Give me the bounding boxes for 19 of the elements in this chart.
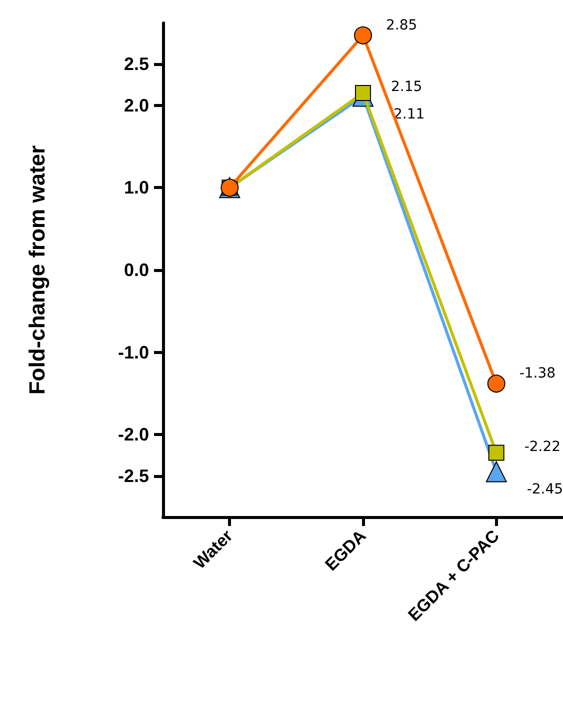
y-tick-label: -2.0 — [118, 424, 149, 445]
data-label: 2.15 — [391, 78, 422, 95]
data-label: -2.22 — [524, 438, 561, 455]
y-axis-title: Fold-change from water — [24, 144, 50, 395]
point — [486, 461, 507, 482]
y-tick-label: 2.5 — [124, 54, 149, 74]
data-label: -2.45 — [526, 482, 563, 498]
y-tick-label: -2.5 — [118, 466, 149, 486]
data-label: 2.85 — [386, 17, 418, 34]
y-tick-label: 0.0 — [124, 260, 149, 280]
point — [354, 26, 372, 44]
point — [355, 84, 371, 101]
point — [488, 444, 504, 461]
data-label: 2.11 — [394, 106, 425, 122]
y-tick-label: 1.0 — [124, 178, 149, 198]
y-tick-label: -1.0 — [118, 342, 149, 362]
data-label: -1.38 — [519, 366, 556, 382]
point — [487, 374, 506, 393]
y-tick-label: 2.0 — [124, 95, 149, 116]
